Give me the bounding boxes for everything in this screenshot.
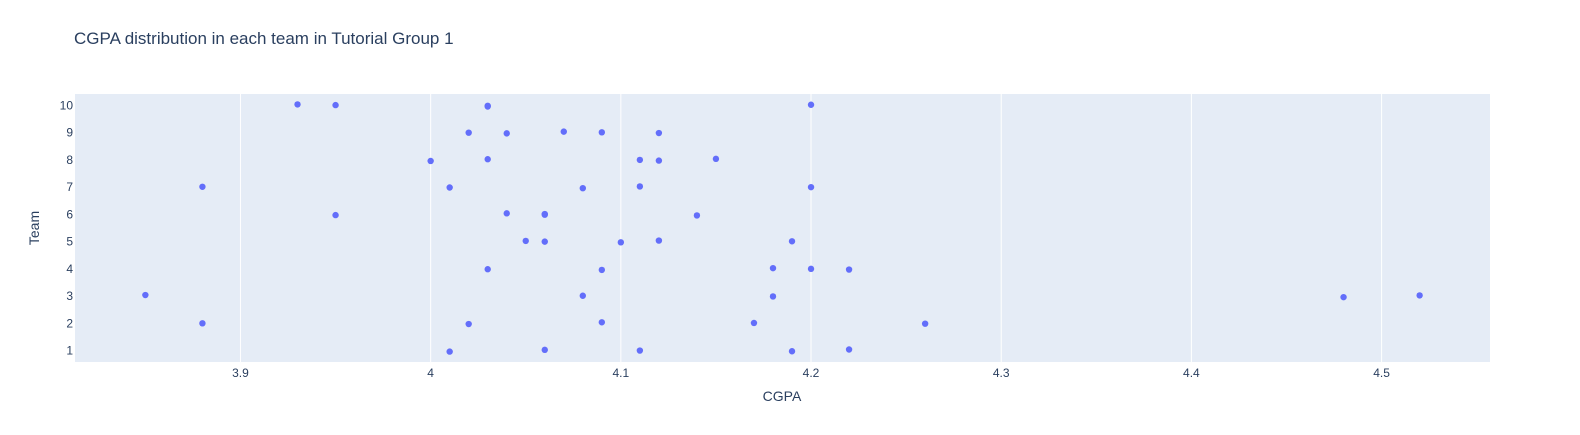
plot-area — [75, 94, 1490, 362]
data-point[interactable] — [484, 103, 491, 110]
data-point[interactable] — [579, 292, 587, 299]
data-point[interactable] — [503, 210, 510, 217]
x-tick-label: 4.5 — [1373, 366, 1390, 380]
data-point[interactable] — [142, 291, 149, 299]
y-tick-label: 10 — [60, 98, 74, 112]
data-point[interactable] — [199, 183, 206, 190]
data-point[interactable] — [655, 237, 663, 244]
y-tick-label: 9 — [66, 126, 73, 140]
data-point[interactable] — [541, 346, 548, 354]
y-tick-label: 6 — [66, 207, 73, 221]
data-point[interactable] — [294, 101, 301, 108]
chart-title: CGPA distribution in each team in Tutori… — [74, 29, 454, 48]
y-tick-label: 7 — [66, 180, 73, 194]
data-point[interactable] — [636, 156, 644, 164]
data-point[interactable] — [769, 293, 777, 300]
x-tick-label: 4.4 — [1183, 366, 1200, 380]
data-point[interactable] — [446, 184, 453, 191]
data-point[interactable] — [427, 157, 434, 165]
data-point[interactable] — [807, 265, 815, 273]
data-point[interactable] — [636, 347, 644, 354]
data-point[interactable] — [598, 266, 606, 274]
data-point[interactable] — [199, 320, 206, 327]
data-point[interactable] — [598, 129, 606, 136]
data-point[interactable] — [712, 155, 720, 163]
data-point[interactable] — [845, 346, 853, 353]
data-point[interactable] — [484, 266, 491, 273]
data-point[interactable] — [465, 320, 472, 328]
data-point[interactable] — [1416, 292, 1423, 299]
data-point[interactable] — [807, 183, 815, 191]
data-point[interactable] — [921, 320, 929, 327]
data-point[interactable] — [446, 348, 453, 355]
y-tick-label: 2 — [66, 316, 73, 330]
data-point[interactable] — [750, 319, 758, 327]
data-point[interactable] — [807, 101, 815, 108]
data-point[interactable] — [503, 130, 510, 137]
y-tick-label: 1 — [66, 344, 73, 358]
data-points — [142, 101, 1423, 355]
data-point[interactable] — [560, 128, 567, 135]
data-point[interactable] — [788, 348, 796, 355]
data-point[interactable] — [655, 129, 663, 137]
data-point[interactable] — [598, 319, 606, 326]
data-point[interactable] — [655, 157, 663, 164]
data-point[interactable] — [788, 238, 796, 245]
data-point[interactable] — [1340, 293, 1347, 301]
data-point[interactable] — [484, 156, 491, 163]
x-tick-label: 3.9 — [232, 366, 249, 380]
data-point[interactable] — [541, 211, 548, 218]
y-tick-label: 3 — [66, 289, 73, 303]
x-tick-label: 4.1 — [612, 366, 629, 380]
y-axis-title: Team — [26, 211, 42, 245]
data-point[interactable] — [636, 183, 644, 190]
x-axis-title: CGPA — [763, 388, 802, 404]
data-point[interactable] — [693, 212, 701, 219]
data-point[interactable] — [579, 184, 587, 192]
grid-lines — [239, 94, 1383, 362]
data-point[interactable] — [332, 211, 339, 219]
data-point[interactable] — [617, 239, 625, 246]
y-tick-label: 8 — [66, 153, 73, 167]
x-tick-label: 4.3 — [993, 366, 1010, 380]
data-point[interactable] — [522, 237, 529, 245]
y-tick-label: 5 — [66, 235, 73, 249]
data-point[interactable] — [541, 238, 548, 245]
data-point[interactable] — [769, 264, 777, 272]
tick-labels: 3.9 4 4.1 4.2 4.3 4.4 4.5 1 2 3 4 5 6 7 8 9 10 — [60, 98, 1391, 380]
x-tick-label: 4 — [427, 366, 434, 380]
data-point[interactable] — [332, 101, 339, 109]
data-point[interactable] — [465, 129, 472, 136]
data-point[interactable] — [845, 266, 853, 273]
x-tick-label: 4.2 — [803, 366, 820, 380]
y-tick-label: 4 — [66, 262, 73, 276]
